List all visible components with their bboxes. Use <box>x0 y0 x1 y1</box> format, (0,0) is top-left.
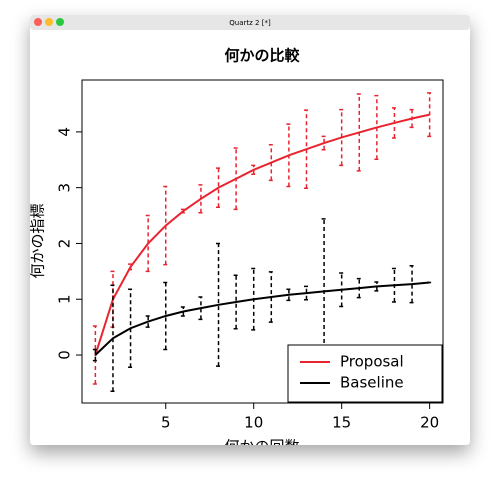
y-tick-label: 1 <box>56 294 74 304</box>
window <box>30 15 470 445</box>
error-bar <box>251 164 257 176</box>
error-bar <box>321 135 327 151</box>
error-bar <box>268 271 274 323</box>
y-tick-label: 2 <box>56 239 74 249</box>
x-tick-label: 20 <box>420 414 439 432</box>
error-bar <box>233 274 239 330</box>
title-bar <box>30 15 470 30</box>
error-bar <box>286 288 292 302</box>
y-tick-label: 0 <box>56 350 74 360</box>
y-axis-label: 何かの指標 <box>29 203 47 278</box>
y-tick-label: 4 <box>56 127 74 137</box>
error-bar <box>92 325 98 385</box>
chart-title: 何かの比較 <box>224 47 300 65</box>
error-bar <box>180 306 186 317</box>
x-tick-label: 5 <box>161 414 171 432</box>
error-bar <box>374 281 380 292</box>
error-bar <box>128 288 134 369</box>
x-axis-label: 何かの回数 <box>224 438 299 456</box>
minimize-button[interactable] <box>45 18 53 26</box>
error-bar <box>427 92 433 138</box>
close-button[interactable] <box>34 18 42 26</box>
error-bar <box>163 185 169 266</box>
error-bar <box>339 108 345 167</box>
legend-label: Proposal <box>340 353 404 371</box>
error-bar <box>216 167 222 208</box>
error-bar <box>92 348 98 362</box>
x-tick-label: 15 <box>332 414 351 432</box>
series-line <box>94 281 430 356</box>
error-bar <box>198 184 204 214</box>
error-bar <box>163 281 169 351</box>
error-bar <box>303 285 309 301</box>
error-bar <box>303 109 309 189</box>
error-bar <box>145 214 151 273</box>
error-bar <box>216 242 222 367</box>
window-title: Quartz 2 [*] <box>229 19 271 27</box>
legend-label: Baseline <box>340 374 404 392</box>
plot-frame <box>81 79 444 404</box>
zoom-button[interactable] <box>56 18 64 26</box>
legend-box <box>287 344 443 403</box>
plot: 何かの比較 何かの回数 何かの指標 5 10 15 20 0 1 2 3 4 Proposal Ba… <box>29 47 444 456</box>
error-bar <box>409 265 415 304</box>
x-tick-label: 10 <box>244 414 263 432</box>
y-tick-label: 3 <box>56 183 74 193</box>
series-line <box>94 113 430 356</box>
error-bar <box>145 315 151 328</box>
error-bar <box>198 296 204 321</box>
